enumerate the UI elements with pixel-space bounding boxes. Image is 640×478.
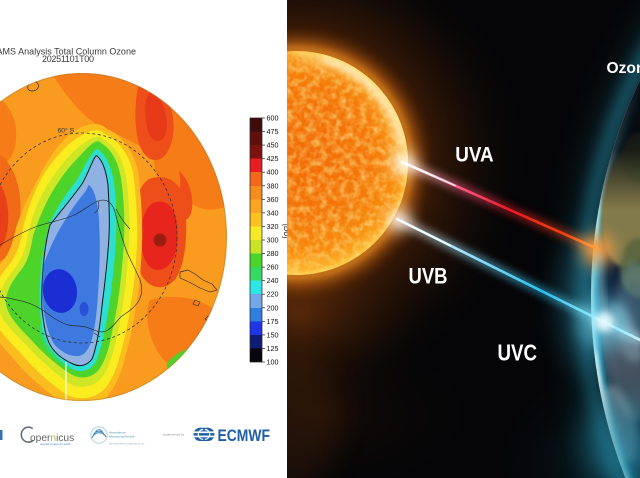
svg-text:125: 125 — [267, 344, 279, 353]
svg-text:CAMS Analysis Total Column Oz: CAMS Analysis Total Column Ozone — [0, 47, 136, 57]
svg-text:450: 450 — [267, 141, 279, 150]
svg-text:ECMWF: ECMWF — [218, 427, 271, 445]
svg-text:europe's eyes on earth: europe's eyes on earth — [40, 442, 71, 446]
svg-text:340: 340 — [267, 208, 279, 217]
svg-text:175: 175 — [267, 317, 279, 326]
svg-text:300: 300 — [267, 236, 279, 245]
svg-text:60° S: 60° S — [58, 127, 75, 135]
svg-text:380: 380 — [267, 181, 279, 190]
svg-text:UVA: UVA — [455, 142, 494, 166]
svg-text:220: 220 — [267, 290, 279, 299]
svg-text:20251101T00: 20251101T00 — [42, 54, 94, 64]
svg-text:200: 200 — [267, 303, 279, 312]
svg-text:240: 240 — [267, 276, 279, 285]
svg-text:Atmosphere: Atmosphere — [109, 431, 126, 435]
svg-text:360: 360 — [267, 195, 279, 204]
svg-text:100: 100 — [267, 358, 279, 367]
svg-text:UVC: UVC — [498, 340, 538, 366]
svg-text:implemented by: implemented by — [163, 433, 185, 437]
svg-text:600: 600 — [267, 114, 279, 123]
svg-text:[DU]: [DU] — [282, 224, 291, 238]
svg-text:280: 280 — [267, 249, 279, 258]
svg-text:400: 400 — [267, 168, 279, 177]
svg-text:Monitoring Service: Monitoring Service — [109, 434, 135, 438]
svg-text:475: 475 — [267, 127, 279, 136]
svg-text:atmosphere.copernicus.eu: atmosphere.copernicus.eu — [109, 442, 145, 446]
svg-text:opernicus: opernicus — [30, 433, 74, 444]
svg-text:Ozone Lay: Ozone Lay — [607, 60, 640, 77]
svg-text:425: 425 — [267, 154, 279, 163]
svg-text:260: 260 — [267, 263, 279, 272]
svg-text:320: 320 — [267, 222, 279, 231]
svg-text:150: 150 — [267, 330, 279, 339]
svg-text:UVB: UVB — [409, 264, 448, 289]
